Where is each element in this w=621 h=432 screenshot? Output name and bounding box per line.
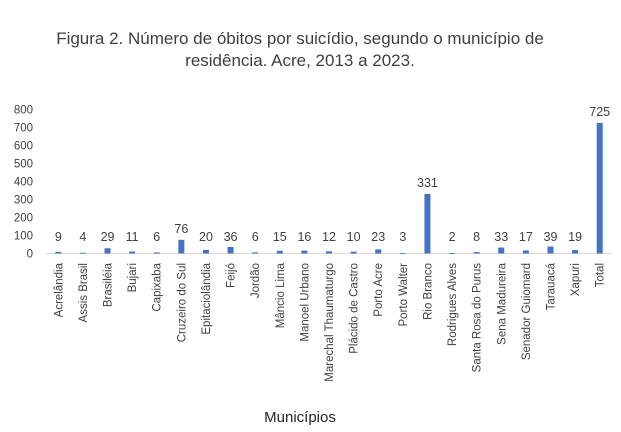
- x-tick-label: Capixaba: [152, 262, 164, 311]
- bar: [178, 239, 185, 254]
- data-label: 20: [199, 230, 213, 244]
- y-tick-label: 700: [14, 123, 33, 135]
- data-label: 33: [494, 230, 508, 244]
- bar: [153, 252, 160, 254]
- data-label: 29: [101, 230, 115, 244]
- y-tick-label: 800: [14, 105, 33, 117]
- x-tick-label: Epitaciolândia: [201, 262, 213, 334]
- x-tick-label: Tarauacá: [545, 262, 557, 310]
- bar: [301, 250, 308, 254]
- x-tick-label: Sena Madureira: [496, 262, 508, 344]
- data-label: 10: [347, 230, 361, 244]
- bar: [79, 252, 86, 254]
- data-label: 6: [153, 230, 160, 244]
- y-tick-label: 300: [14, 195, 33, 207]
- data-label: 3: [399, 230, 406, 244]
- chart-title-line-1: Figura 2. Número de óbitos por suicídio,…: [56, 29, 544, 48]
- bar: [252, 252, 259, 254]
- x-tick-label: Xapuri: [570, 263, 582, 296]
- data-label: 9: [55, 230, 62, 244]
- bar: [547, 246, 554, 254]
- y-tick-label: 400: [14, 177, 33, 189]
- data-label: 4: [79, 230, 86, 244]
- x-tick-label: Assis Brasil: [78, 263, 90, 322]
- x-tick-label: Total: [595, 263, 607, 287]
- chart-title-line-2: residência. Acre, 2013 a 2023.: [185, 51, 415, 70]
- bar: [399, 252, 406, 254]
- x-tick-label: Rio Branco: [422, 263, 434, 320]
- x-tick-label: Cruzeiro do Sul: [176, 263, 188, 342]
- data-label: 36: [224, 230, 238, 244]
- bar: [326, 251, 332, 254]
- bar: [498, 247, 505, 254]
- x-tick-label: Marechal Thaumaturgo: [324, 263, 336, 382]
- x-tick-label: Manoel Urbano: [299, 263, 311, 342]
- data-label: 11: [126, 230, 139, 244]
- bar: [596, 123, 603, 254]
- data-label: 39: [544, 230, 558, 244]
- x-tick-label: Santa Rosa do Purus: [472, 263, 484, 373]
- y-tick-label: 0: [27, 249, 33, 261]
- y-tick-label: 600: [14, 141, 33, 153]
- x-tick-label: Acrelândia: [53, 262, 65, 317]
- bar: [572, 250, 579, 254]
- x-tick-label: Mâncio Lima: [275, 262, 287, 328]
- data-label: 12: [322, 230, 336, 244]
- x-tick-label: Brasiléia: [103, 262, 115, 307]
- bar: [522, 250, 529, 254]
- bar: [104, 248, 111, 254]
- data-label: 331: [417, 176, 438, 190]
- data-label: 2: [449, 230, 456, 244]
- x-tick-label: Rodrigues Alves: [447, 263, 459, 346]
- bar: [129, 251, 136, 254]
- data-label: 19: [568, 230, 582, 244]
- data-label: 8: [473, 230, 480, 244]
- data-label: 6: [252, 230, 259, 244]
- y-tick-label: 100: [14, 231, 33, 243]
- bar: [473, 252, 480, 254]
- x-tick-label: Porto Walter: [398, 263, 410, 327]
- data-label: 23: [371, 230, 385, 244]
- bar: [350, 251, 357, 254]
- data-label: 15: [273, 230, 287, 244]
- data-label: 76: [174, 222, 188, 236]
- bar: [424, 193, 431, 254]
- data-label: 725: [589, 105, 610, 119]
- x-tick-label: Bujari: [127, 263, 139, 292]
- x-axis-label: Municípios: [264, 409, 336, 426]
- bar: [449, 253, 456, 254]
- y-tick-label: 500: [14, 159, 33, 171]
- bar: [227, 247, 234, 254]
- bar: [276, 250, 283, 254]
- x-tick-label: Feijó: [226, 263, 238, 288]
- bar: [202, 249, 209, 254]
- data-label: 17: [519, 230, 533, 244]
- bar: [375, 249, 382, 254]
- x-tick-label: Plácido de Castro: [349, 263, 361, 354]
- x-tick-label: Porto Acre: [373, 263, 385, 317]
- y-tick-label: 200: [14, 213, 33, 225]
- bar: [55, 251, 62, 254]
- x-tick-label: Senador Guiomard: [521, 263, 533, 360]
- x-tick-label: Jordão: [250, 263, 262, 298]
- data-label: 16: [297, 230, 311, 244]
